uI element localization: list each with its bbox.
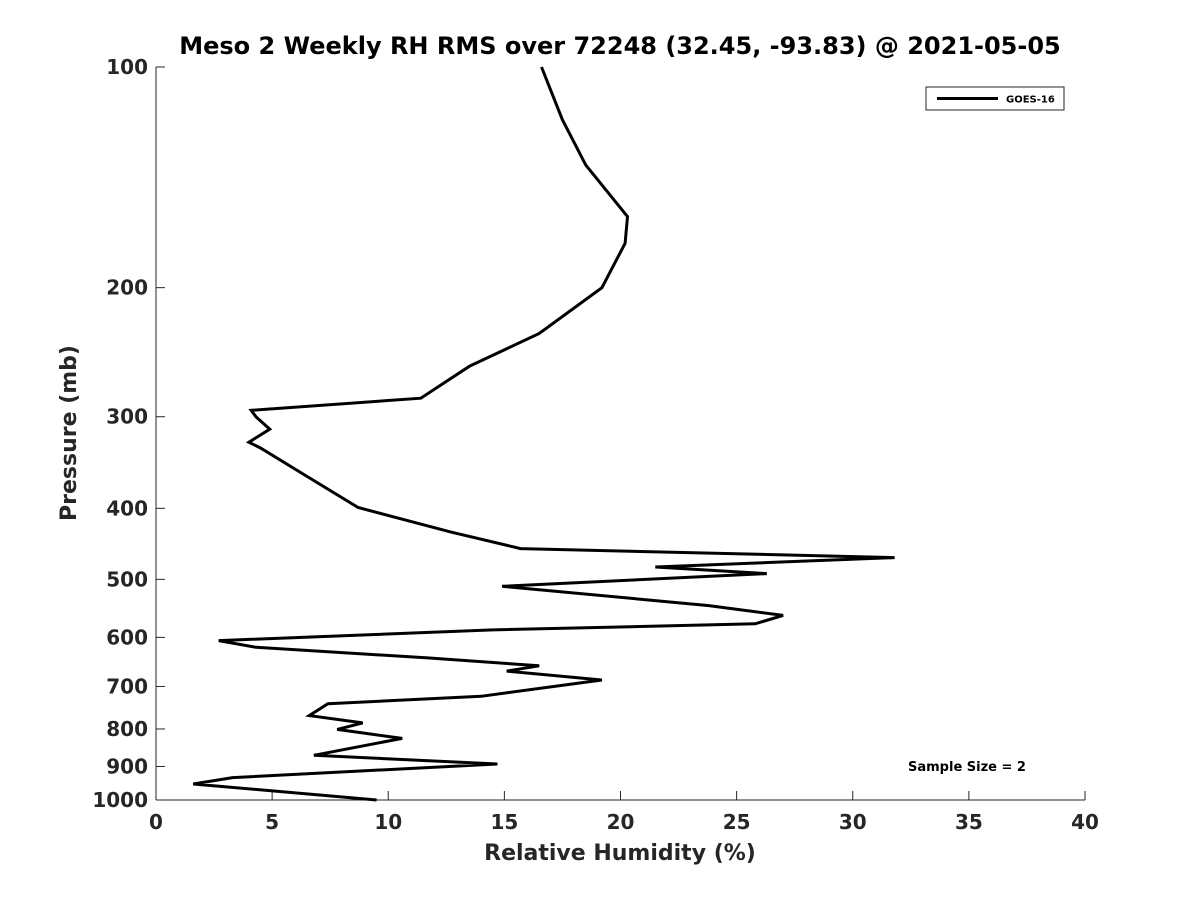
y-tick-label: 400 (106, 496, 148, 520)
y-tick-label: 200 (106, 276, 148, 300)
chart-title: Meso 2 Weekly RH RMS over 72248 (32.45, … (179, 32, 1061, 60)
x-tick-label: 25 (723, 810, 751, 834)
x-tick-label: 35 (955, 810, 983, 834)
x-tick-label: 40 (1071, 810, 1099, 834)
legend: GOES-16 (925, 86, 1065, 111)
y-tick-label: 700 (106, 674, 148, 698)
y-tick-label: 300 (106, 405, 148, 429)
legend-label: GOES-16 (1006, 95, 1055, 106)
x-tick-label: 20 (607, 810, 635, 834)
y-tick-label: 600 (106, 625, 148, 649)
x-tick-label: 0 (149, 810, 163, 834)
x-axis-label: Relative Humidity (%) (484, 841, 756, 866)
plot-area: 0 5 10 15 20 25 30 35 40 100 200 300 400 500 600 700 800… (92, 55, 1099, 834)
series-line (192, 66, 895, 802)
y-tick-label: 100 (106, 55, 148, 79)
x-tick-label: 30 (839, 810, 867, 834)
y-axis-label: Pressure (mb) (57, 345, 82, 521)
y-tick-label: 900 (106, 754, 148, 778)
y-tick-label: 500 (106, 567, 148, 591)
x-tick-label: 10 (374, 810, 402, 834)
sample-size-annotation: Sample Size = 2 (908, 760, 1026, 775)
x-tick-label: 5 (265, 810, 279, 834)
x-tick-label: 15 (490, 810, 518, 834)
y-tick-label: 1000 (92, 788, 148, 812)
y-tick-label: 800 (106, 717, 148, 741)
